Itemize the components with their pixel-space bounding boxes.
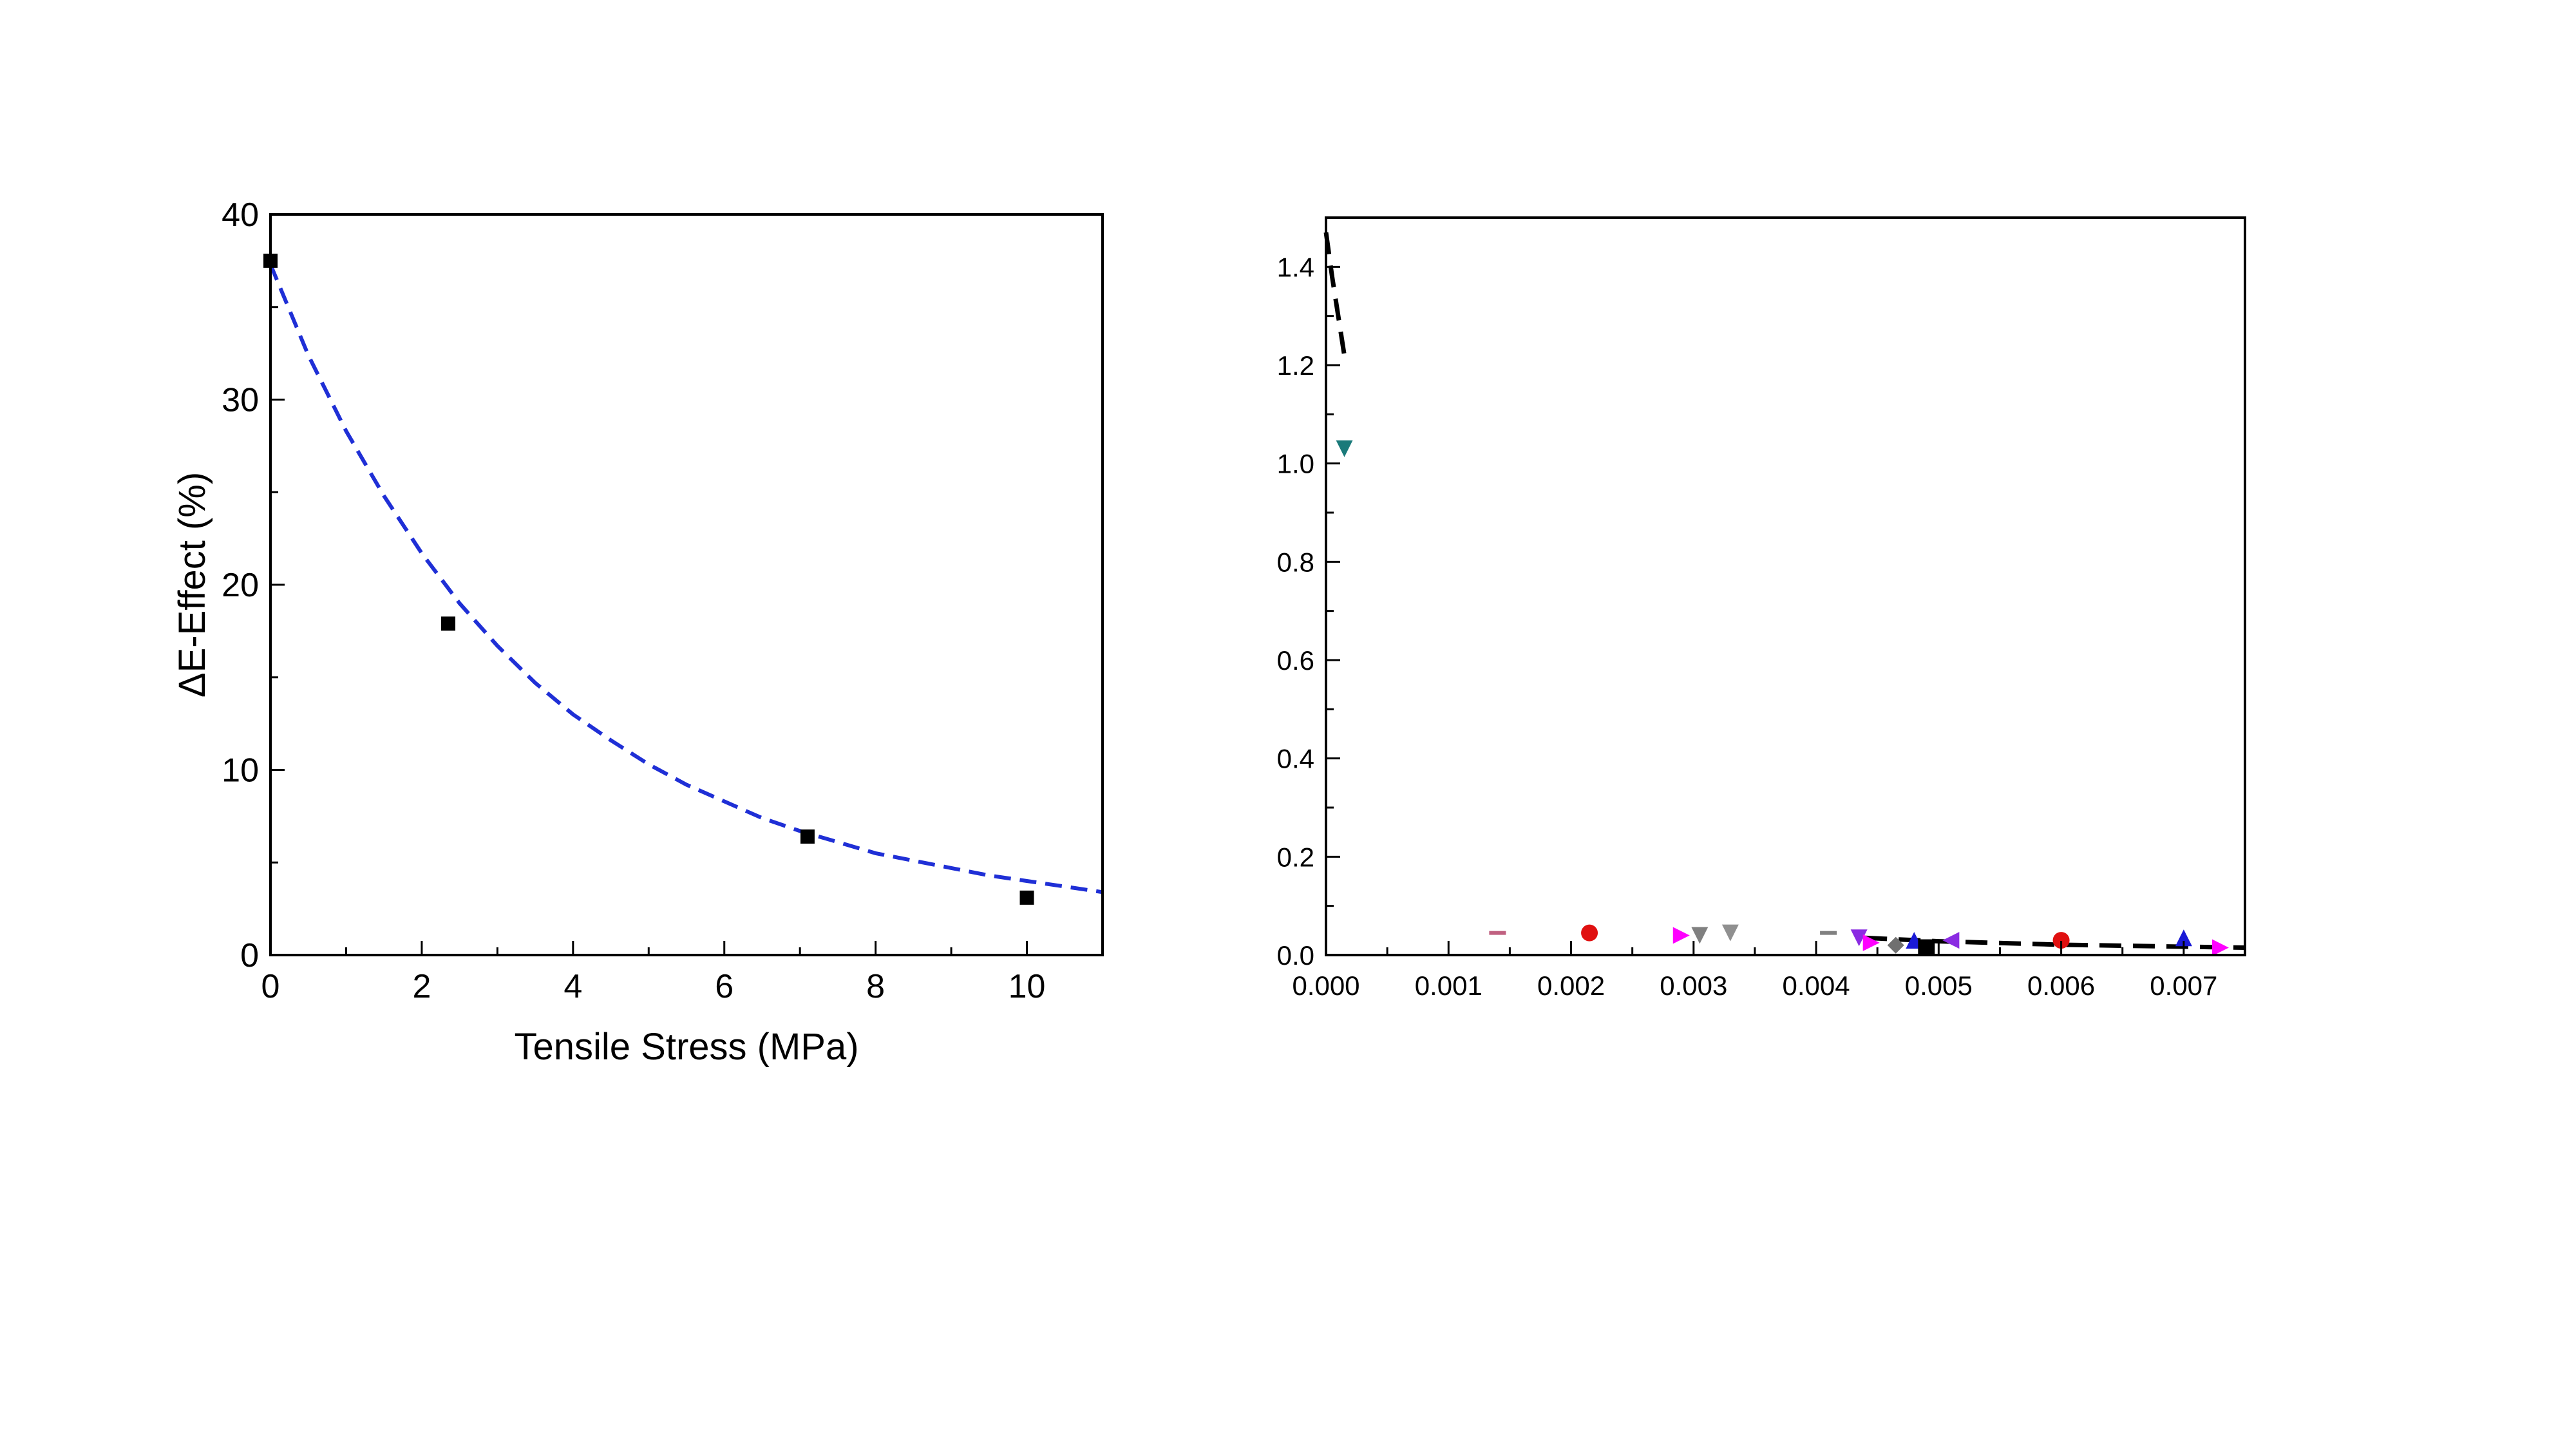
- right-data-point-12: [1942, 932, 1960, 949]
- left-axes-frame: [269, 213, 1104, 956]
- right-y-tick-label: 0.6: [1277, 645, 1314, 676]
- left-fit-line: [269, 263, 1103, 895]
- right-data-point-4: [1691, 927, 1709, 944]
- left-chart: 0 2 4 6 8 10 0 10 20 30 40 Tensile Stress (MPa) ΔE…: [171, 196, 1104, 1068]
- left-x-axis-title: Tensile Stress (MPa): [514, 1026, 858, 1068]
- right-y-tick-label: 0.8: [1277, 547, 1314, 577]
- right-data-point-3: [1672, 927, 1690, 944]
- left-x-tick-label: 6: [715, 968, 734, 1005]
- left-x-tick-label: 8: [866, 968, 885, 1005]
- right-data-point-1: [1489, 931, 1506, 935]
- right-y-tick-label: 0.4: [1277, 744, 1314, 774]
- left-plot-area: [263, 253, 1103, 905]
- right-x-tick-label: 0.006: [2027, 971, 2095, 1001]
- right-x-tick-label: 0.002: [1537, 971, 1605, 1001]
- left-y-tick-label: 30: [222, 382, 259, 419]
- left-x-tick-label: 2: [412, 968, 431, 1005]
- left-axis-ticks: 0 2 4 6 8 10 0 10 20 30 40: [222, 196, 1104, 1005]
- left-y-tick-label: 0: [240, 937, 259, 974]
- right-fit-line-head: [1323, 232, 1347, 356]
- left-y-tick-label: 20: [222, 567, 259, 604]
- right-y-tick-label: 0.2: [1277, 842, 1314, 872]
- left-data-point-2: [800, 829, 815, 844]
- right-data-point-13: [2052, 932, 2070, 949]
- right-axis-ticks: 0.000 0.001 0.002 0.003 0.004 0.005 0.006 0.007…: [1277, 216, 2246, 1001]
- right-plot-area: [1323, 232, 2246, 956]
- right-x-tick-label: 0.003: [1660, 971, 1727, 1001]
- left-y-tick-label: 40: [222, 196, 259, 234]
- right-data-point-8: [1862, 934, 1880, 951]
- right-data-point-0: [1336, 440, 1353, 457]
- right-data-point-9: [1887, 936, 1904, 954]
- right-x-tick-label: 0.004: [1783, 971, 1850, 1001]
- right-y-tick-label: 1.2: [1277, 350, 1314, 381]
- right-x-tick-label: 0.007: [2150, 971, 2217, 1001]
- right-x-tick-label: 0.001: [1415, 971, 1482, 1001]
- right-fit-line-tail: [1865, 935, 2246, 950]
- left-x-tick-label: 0: [261, 968, 280, 1005]
- right-data-point-6: [1820, 931, 1837, 935]
- left-data-point-1: [441, 616, 456, 631]
- right-data-point-15: [2211, 939, 2229, 956]
- left-x-tick-label: 10: [1009, 968, 1046, 1005]
- right-y-tick-label: 1.4: [1277, 252, 1314, 282]
- right-data-point-14: [2175, 929, 2192, 947]
- right-y-tick-label: 1.0: [1277, 449, 1314, 479]
- left-x-tick-label: 4: [564, 968, 582, 1005]
- right-data-point-2: [1581, 924, 1598, 942]
- left-y-tick-label: 10: [222, 752, 259, 790]
- right-y-tick-label: 0.0: [1277, 940, 1314, 971]
- right-data-point-11: [1918, 939, 1935, 956]
- left-data-point-3: [1019, 890, 1034, 905]
- right-data-point-7: [1850, 929, 1868, 947]
- right-axes-frame: [1325, 216, 2246, 956]
- right-x-tick-label: 0.005: [1905, 971, 1973, 1001]
- left-y-axis-title: ΔE-Effect (%): [171, 472, 213, 697]
- right-chart: 0.000 0.001 0.002 0.003 0.004 0.005 0.006 0.007…: [1277, 216, 2246, 1001]
- right-data-point-5: [1721, 924, 1739, 942]
- right-x-tick-label: 0.000: [1292, 971, 1359, 1001]
